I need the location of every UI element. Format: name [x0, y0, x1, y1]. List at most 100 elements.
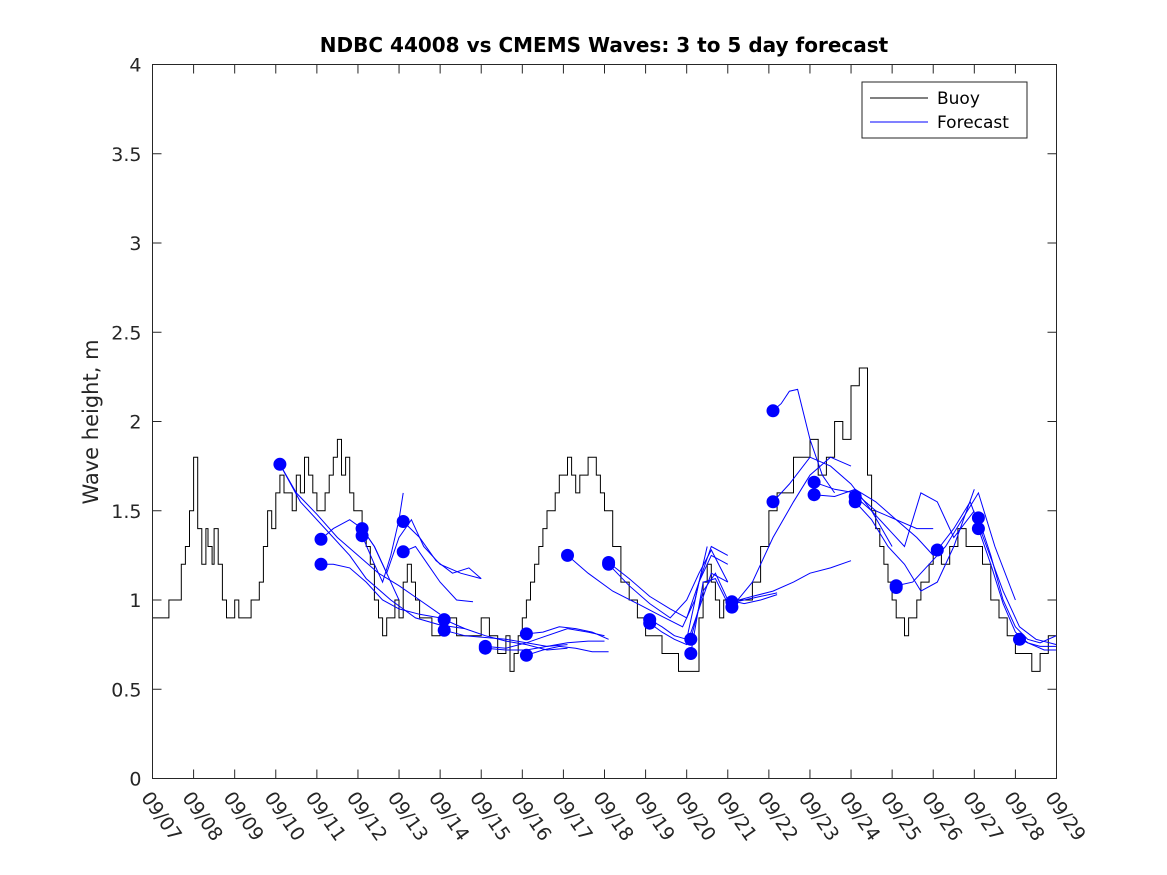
legend-buoy-label: Buoy	[937, 89, 980, 109]
forecast-marker-28	[848, 495, 862, 509]
y-tick-label: 3.5	[111, 144, 141, 166]
forecast-line-12	[485, 640, 605, 651]
y-tick-label: 0	[129, 769, 141, 791]
forecast-line-16	[608, 554, 729, 619]
forecast-marker-11	[478, 641, 492, 655]
y-axis-label: Wave height, m	[79, 339, 103, 504]
forecast-line-27	[814, 488, 934, 530]
forecast-line-4	[321, 563, 441, 619]
forecast-marker-7	[396, 545, 410, 559]
forecast-line-30	[896, 491, 1016, 601]
x-tick-label: 09/27	[958, 788, 1007, 845]
forecast-marker-16	[602, 557, 616, 571]
forecast-marker-12	[519, 627, 533, 641]
forecast-line-29	[854, 489, 975, 592]
plot-frame	[152, 64, 1057, 779]
forecast-line-11	[485, 628, 605, 649]
forecast-line-24	[772, 388, 836, 494]
x-tick-label: 09/13	[383, 788, 432, 845]
legend: Buoy Forecast	[861, 81, 1028, 139]
buoy-series	[152, 367, 1057, 672]
forecast-marker-34	[1013, 632, 1026, 646]
forecast-marker-5	[355, 529, 369, 543]
forecast-line-22	[731, 560, 852, 603]
forecast-line-9	[443, 619, 568, 651]
forecast-line-25	[772, 456, 893, 547]
forecast-line-2	[279, 464, 465, 630]
forecast-marker-2	[314, 532, 328, 546]
y-tick-label: 2	[129, 412, 141, 434]
forecast-marker-1	[273, 457, 287, 471]
x-tick-label: 09/22	[753, 788, 802, 845]
x-tick-label: 09/24	[835, 788, 884, 845]
x-tick-label: 09/07	[136, 788, 185, 845]
forecast-line-33	[977, 528, 1057, 647]
forecast-marker-26	[807, 488, 821, 502]
x-tick-label: 09/29	[1040, 788, 1089, 845]
chart-title: NDBC 44008 vs CMEMS Waves: 3 to 5 day fo…	[320, 33, 889, 57]
x-tick-label: 09/08	[178, 788, 227, 845]
forecast-marker-20	[684, 647, 698, 660]
y-tick-label: 0.5	[111, 679, 141, 701]
x-tick-label: 09/26	[917, 788, 966, 845]
forecast-line-31	[936, 500, 1057, 646]
x-tick-label: 09/09	[219, 788, 268, 845]
forecast-marker-22	[725, 600, 739, 614]
x-tick-label: 09/16	[506, 788, 555, 845]
x-tick-label: 09/25	[876, 788, 925, 845]
forecast-line-19	[649, 572, 729, 646]
x-tick-label: 09/20	[671, 788, 720, 845]
forecast-marker-3	[314, 557, 328, 571]
forecast-marker-30	[889, 581, 903, 594]
forecast-marker-9	[437, 623, 451, 637]
x-tick-label: 09/11	[301, 788, 350, 845]
forecast-line-13	[526, 626, 609, 640]
x-tick-label: 09/10	[260, 788, 309, 845]
y-tick-label: 1.5	[111, 501, 141, 523]
axes: 00.511.522.533.5409/0709/0809/0909/1009/…	[111, 55, 1090, 846]
x-tick-label: 09/23	[794, 788, 843, 845]
forecast-marker-6	[396, 515, 410, 528]
x-tick-label: 09/14	[424, 788, 473, 845]
forecast-line-14	[526, 645, 609, 656]
forecast-line-15	[567, 546, 708, 628]
x-tick-label: 09/28	[999, 788, 1048, 845]
x-tick-label: 09/21	[712, 788, 761, 845]
buoy-line	[152, 367, 1057, 672]
forecast-marker-24	[766, 495, 780, 509]
forecast-marker-19	[684, 632, 698, 646]
forecast-marker-33	[971, 522, 985, 536]
forecast-line-5	[361, 518, 482, 580]
forecast-line-26	[813, 481, 934, 556]
forecast-marker-23	[766, 404, 780, 418]
forecast-marker-13	[519, 648, 533, 662]
y-tick-label: 1	[129, 590, 141, 612]
x-tick-label: 09/17	[547, 788, 596, 845]
legend-forecast-label: Forecast	[937, 113, 1009, 133]
forecast-marker-8	[437, 613, 451, 627]
forecast-marker-25	[807, 475, 821, 489]
forecast-line-8	[403, 545, 474, 603]
forecast-line-6	[361, 492, 404, 584]
forecast-marker-31	[930, 543, 944, 557]
forecast-markers	[273, 404, 1026, 662]
y-tick-label: 3	[129, 233, 141, 255]
forecast-marker-18	[643, 616, 657, 630]
forecast-line-7	[402, 521, 482, 579]
x-tick-label: 09/12	[342, 788, 391, 845]
y-tick-label: 2.5	[111, 322, 141, 344]
forecast-series-group	[279, 388, 1057, 656]
forecast-line-34	[1019, 638, 1057, 651]
x-tick-label: 09/15	[465, 788, 514, 845]
forecast-marker-32	[971, 511, 985, 525]
forecast-marker-14	[561, 548, 574, 562]
forecast-line-18	[649, 545, 729, 640]
forecast-line-23	[731, 456, 852, 608]
forecast-line-1	[279, 464, 441, 615]
x-tick-label: 09/19	[630, 788, 679, 845]
forecast-line-32	[977, 517, 1057, 644]
y-tick-label: 4	[129, 55, 141, 77]
x-tick-label: 09/18	[588, 788, 637, 845]
legend-box	[861, 81, 1028, 139]
